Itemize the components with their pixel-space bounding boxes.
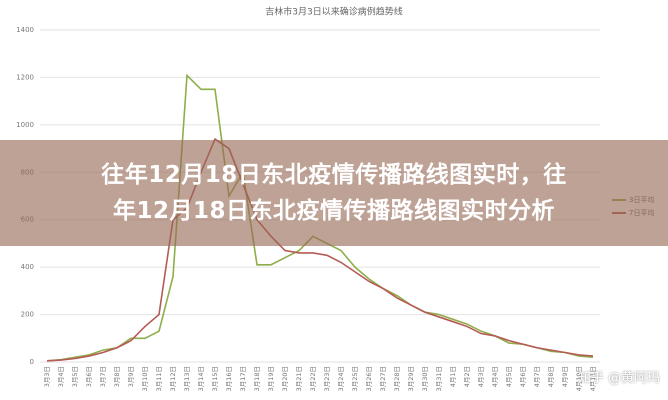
x-tick-label: 4月5日 (505, 366, 513, 387)
x-tick-label: 3月31日 (435, 366, 443, 391)
banner-line: 年12月18日东北疫情传播路线图实时分析 (112, 198, 555, 224)
y-tick-label: 1400 (16, 26, 34, 34)
x-tick-label: 3月15日 (211, 366, 219, 391)
x-tick-label: 3月4日 (57, 366, 65, 387)
x-tick-label: 3月24日 (337, 366, 345, 391)
x-tick-label: 4月7日 (533, 366, 541, 387)
x-tick-label: 4月9日 (561, 366, 569, 387)
y-tick-label: 1000 (16, 121, 34, 129)
x-tick-label: 3月3日 (43, 366, 51, 387)
x-tick-label: 3月26日 (365, 366, 373, 391)
banner-line: 往年12月18日东北疫情传播路线图实时，往 (101, 162, 567, 188)
x-tick-label: 4月1日 (449, 366, 457, 387)
x-tick-label: 4月8日 (547, 366, 555, 387)
x-tick-label: 3月30日 (421, 366, 429, 391)
y-tick-label: 1200 (16, 73, 34, 81)
x-tick-label: 3月25日 (351, 366, 359, 391)
x-tick-label: 3月11日 (155, 366, 163, 391)
banner: 往年12月18日东北疫情传播路线图实时，往 年12月18日东北疫情传播路线图实时… (0, 140, 668, 246)
x-tick-label: 3月22日 (309, 366, 317, 391)
x-tick-label: 3月12日 (169, 366, 177, 391)
y-tick-label: 400 (21, 263, 34, 271)
x-tick-label: 3月23日 (323, 366, 331, 391)
x-tick-label: 3月17日 (239, 366, 247, 391)
x-tick-label: 4月4日 (491, 366, 499, 387)
series-line (46, 137, 594, 362)
x-tick-label: 3月20日 (281, 366, 289, 391)
x-tick-label: 3月5日 (71, 366, 79, 387)
x-tick-label: 3月9日 (127, 366, 135, 387)
x-tick-label: 4月10日 (575, 366, 583, 391)
x-tick-label: 3月6日 (85, 366, 93, 387)
x-tick-label: 3月19日 (267, 366, 275, 391)
x-tick-label: 3月13日 (183, 366, 191, 391)
watermark: 知乎 @黄阿玛 (577, 371, 660, 386)
x-tick-label: 3月10日 (141, 366, 149, 391)
x-tick-label: 3月21日 (295, 366, 303, 391)
y-tick-label: 0 (30, 358, 34, 366)
x-tick-label: 3月29日 (407, 366, 415, 391)
x-tick-label: 3月28日 (393, 366, 401, 391)
x-tick-label: 3月7日 (99, 366, 107, 387)
y-tick-label: 200 (21, 311, 34, 319)
x-tick-label: 4月11日 (589, 366, 597, 391)
x-tick-label: 4月6日 (519, 366, 527, 387)
x-tick-label: 3月16日 (225, 366, 233, 391)
x-tick-label: 4月2日 (463, 366, 471, 387)
x-tick-label: 3月27日 (379, 366, 387, 391)
chart-title: 吉林市3月3日以来确诊病例趋势线 (265, 6, 402, 18)
x-tick-label: 4月3日 (477, 366, 485, 387)
x-tick-label: 3月8日 (113, 366, 121, 387)
x-tick-label: 3月18日 (253, 366, 261, 391)
x-tick-label: 3月14日 (197, 366, 205, 391)
